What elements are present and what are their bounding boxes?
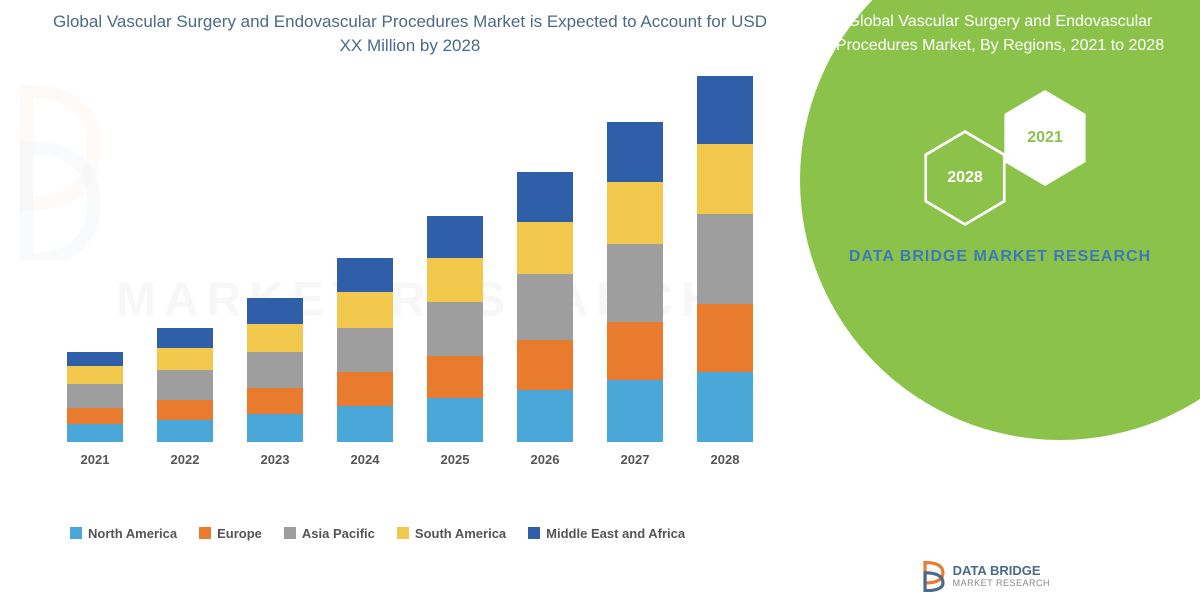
bar-segment [607,244,663,322]
legend-swatch [397,527,409,539]
footer-logo-icon [921,560,947,592]
bar-segment [337,372,393,406]
bar-segment [157,420,213,442]
stacked-bar [247,298,303,442]
bar-segment [247,298,303,324]
chart-area: 2021 2022 2023 2024 2025 2026 2027 2028 [50,88,770,508]
legend-item: Middle East and Africa [528,526,685,541]
stacked-bar [67,352,123,442]
legend-swatch [284,527,296,539]
legend-label: Middle East and Africa [546,526,685,541]
bar-segment [337,328,393,372]
bar-segment [247,352,303,388]
x-axis-label: 2028 [711,452,740,467]
bar-segment [157,328,213,348]
bar-segment [337,292,393,328]
bar-segment [607,182,663,244]
legend-label: Europe [217,526,262,541]
legend-item: North America [70,526,177,541]
bar-segment [517,340,573,390]
bar-segment [427,398,483,442]
bar-group: 2027 [595,122,674,467]
footer-logo: DATA BRIDGE MARKET RESEARCH [921,560,1050,592]
bar-segment [67,408,123,424]
bar-segment [697,214,753,304]
bar-group: 2022 [145,328,224,467]
brand-text: DATA BRIDGE MARKET RESEARCH [820,248,1180,266]
bar-segment [67,366,123,384]
bar-segment [427,258,483,302]
right-panel: Global Vascular Surgery and Endovascular… [800,0,1200,600]
bar-group: 2024 [325,258,404,467]
bar-group: 2026 [505,172,584,467]
bar-segment [517,172,573,222]
bars-container: 2021 2022 2023 2024 2025 2026 2027 2028 [50,88,770,468]
legend-label: Asia Pacific [302,526,375,541]
chart-title: Global Vascular Surgery and Endovascular… [40,10,780,58]
bar-segment [337,258,393,292]
bar-segment [427,356,483,398]
bar-segment [157,400,213,420]
bar-segment [607,322,663,380]
hexagon-2021: 2021 [1000,88,1090,188]
x-axis-label: 2021 [81,452,110,467]
legend-item: South America [397,526,506,541]
main-layout: Global Vascular Surgery and Endovascular… [0,0,1200,600]
bar-segment [517,274,573,340]
stacked-bar [427,216,483,442]
bar-segment [157,348,213,370]
x-axis-label: 2024 [351,452,380,467]
legend-item: Europe [199,526,262,541]
hexagon-2028-label: 2028 [947,169,983,187]
bar-segment [697,76,753,144]
x-axis-label: 2027 [621,452,650,467]
stacked-bar [517,172,573,442]
bar-segment [697,372,753,442]
bar-segment [517,222,573,274]
hexagon-group: 2028 2021 [820,98,1180,238]
legend-swatch [70,527,82,539]
bar-segment [247,388,303,414]
footer-logo-name: DATA BRIDGE [953,564,1050,578]
x-axis-label: 2022 [171,452,200,467]
right-panel-title: Global Vascular Surgery and Endovascular… [820,10,1180,58]
hexagon-2028: 2028 [920,128,1010,228]
bar-segment [67,384,123,408]
legend-item: Asia Pacific [284,526,375,541]
bar-segment [427,302,483,356]
stacked-bar [697,76,753,442]
x-axis-label: 2026 [531,452,560,467]
stacked-bar [337,258,393,442]
chart-legend: North America Europe Asia Pacific South Ame… [40,526,780,541]
bar-segment [67,352,123,366]
bar-segment [247,324,303,352]
stacked-bar [157,328,213,442]
bar-segment [337,406,393,442]
bar-segment [247,414,303,442]
bar-segment [697,144,753,214]
footer-logo-sub: MARKET RESEARCH [953,578,1050,588]
bar-group: 2023 [235,298,314,467]
chart-panel: Global Vascular Surgery and Endovascular… [0,0,800,600]
bar-segment [517,390,573,442]
bar-segment [427,216,483,258]
bar-segment [607,380,663,442]
bar-segment [697,304,753,372]
bar-segment [157,370,213,400]
legend-swatch [528,527,540,539]
x-axis-label: 2023 [261,452,290,467]
bar-segment [67,424,123,442]
x-axis-label: 2025 [441,452,470,467]
stacked-bar [607,122,663,442]
legend-label: North America [88,526,177,541]
hexagon-2021-label: 2021 [1027,129,1063,147]
bar-group: 2021 [55,352,134,467]
legend-swatch [199,527,211,539]
bar-group: 2028 [685,76,764,467]
legend-label: South America [415,526,506,541]
bar-segment [607,122,663,182]
bar-group: 2025 [415,216,494,467]
